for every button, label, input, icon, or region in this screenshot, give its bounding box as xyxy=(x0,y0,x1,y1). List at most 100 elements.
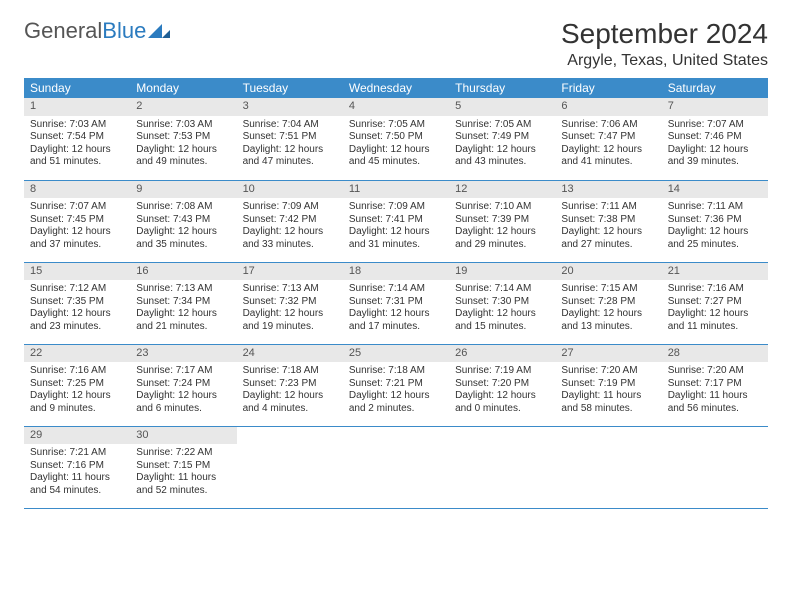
sunrise-line: Sunrise: 7:03 AM xyxy=(136,119,230,132)
day-number: 22 xyxy=(24,345,130,363)
col-monday: Monday xyxy=(130,78,236,98)
sunset-line: Sunset: 7:51 PM xyxy=(243,131,337,144)
day-cell: .. xyxy=(449,426,555,508)
header: GeneralBlue September 2024 Argyle, Texas… xyxy=(24,18,768,70)
daylight-line: Daylight: 12 hours and 17 minutes. xyxy=(349,308,443,333)
sunset-line: Sunset: 7:49 PM xyxy=(455,131,549,144)
daylight-line: Daylight: 12 hours and 9 minutes. xyxy=(30,390,124,415)
day-body: Sunrise: 7:05 AMSunset: 7:50 PMDaylight:… xyxy=(343,116,449,175)
day-cell: .. xyxy=(237,426,343,508)
daylight-line: Daylight: 12 hours and 29 minutes. xyxy=(455,226,549,251)
day-body: Sunrise: 7:12 AMSunset: 7:35 PMDaylight:… xyxy=(24,280,130,339)
title-block: September 2024 Argyle, Texas, United Sta… xyxy=(561,18,768,70)
day-cell: 11Sunrise: 7:09 AMSunset: 7:41 PMDayligh… xyxy=(343,180,449,262)
sunrise-line: Sunrise: 7:13 AM xyxy=(243,283,337,296)
daylight-line: Daylight: 12 hours and 33 minutes. xyxy=(243,226,337,251)
day-body: Sunrise: 7:11 AMSunset: 7:36 PMDaylight:… xyxy=(662,198,768,257)
sunset-line: Sunset: 7:47 PM xyxy=(561,131,655,144)
day-body: Sunrise: 7:03 AMSunset: 7:53 PMDaylight:… xyxy=(130,116,236,175)
day-cell: 12Sunrise: 7:10 AMSunset: 7:39 PMDayligh… xyxy=(449,180,555,262)
sunset-line: Sunset: 7:38 PM xyxy=(561,214,655,227)
day-cell: 26Sunrise: 7:19 AMSunset: 7:20 PMDayligh… xyxy=(449,344,555,426)
day-body: Sunrise: 7:15 AMSunset: 7:28 PMDaylight:… xyxy=(555,280,661,339)
sunset-line: Sunset: 7:35 PM xyxy=(30,296,124,309)
day-cell: .. xyxy=(555,426,661,508)
daylight-line: Daylight: 11 hours and 56 minutes. xyxy=(668,390,762,415)
sunset-line: Sunset: 7:43 PM xyxy=(136,214,230,227)
col-friday: Friday xyxy=(555,78,661,98)
day-body: Sunrise: 7:08 AMSunset: 7:43 PMDaylight:… xyxy=(130,198,236,257)
day-cell: 25Sunrise: 7:18 AMSunset: 7:21 PMDayligh… xyxy=(343,344,449,426)
day-body: Sunrise: 7:17 AMSunset: 7:24 PMDaylight:… xyxy=(130,362,236,421)
day-body: Sunrise: 7:22 AMSunset: 7:15 PMDaylight:… xyxy=(130,444,236,503)
day-cell: 9Sunrise: 7:08 AMSunset: 7:43 PMDaylight… xyxy=(130,180,236,262)
day-number: 23 xyxy=(130,345,236,363)
day-number: 2 xyxy=(130,98,236,116)
daylight-line: Daylight: 12 hours and 25 minutes. xyxy=(668,226,762,251)
sunrise-line: Sunrise: 7:19 AM xyxy=(455,365,549,378)
sunset-line: Sunset: 7:25 PM xyxy=(30,378,124,391)
sunrise-line: Sunrise: 7:07 AM xyxy=(30,201,124,214)
daylight-line: Daylight: 12 hours and 21 minutes. xyxy=(136,308,230,333)
daylight-line: Daylight: 12 hours and 11 minutes. xyxy=(668,308,762,333)
day-cell: 18Sunrise: 7:14 AMSunset: 7:31 PMDayligh… xyxy=(343,262,449,344)
day-body: Sunrise: 7:16 AMSunset: 7:25 PMDaylight:… xyxy=(24,362,130,421)
sunrise-line: Sunrise: 7:15 AM xyxy=(561,283,655,296)
day-cell: 8Sunrise: 7:07 AMSunset: 7:45 PMDaylight… xyxy=(24,180,130,262)
daylight-line: Daylight: 11 hours and 52 minutes. xyxy=(136,472,230,497)
sunset-line: Sunset: 7:27 PM xyxy=(668,296,762,309)
day-body: Sunrise: 7:19 AMSunset: 7:20 PMDaylight:… xyxy=(449,362,555,421)
sunset-line: Sunset: 7:21 PM xyxy=(349,378,443,391)
sunset-line: Sunset: 7:17 PM xyxy=(668,378,762,391)
day-body: Sunrise: 7:21 AMSunset: 7:16 PMDaylight:… xyxy=(24,444,130,503)
day-cell: 15Sunrise: 7:12 AMSunset: 7:35 PMDayligh… xyxy=(24,262,130,344)
day-number: 26 xyxy=(449,345,555,363)
daylight-line: Daylight: 12 hours and 0 minutes. xyxy=(455,390,549,415)
day-cell: 16Sunrise: 7:13 AMSunset: 7:34 PMDayligh… xyxy=(130,262,236,344)
day-body: Sunrise: 7:16 AMSunset: 7:27 PMDaylight:… xyxy=(662,280,768,339)
day-cell: 14Sunrise: 7:11 AMSunset: 7:36 PMDayligh… xyxy=(662,180,768,262)
day-number: 28 xyxy=(662,345,768,363)
col-wednesday: Wednesday xyxy=(343,78,449,98)
day-body: Sunrise: 7:14 AMSunset: 7:31 PMDaylight:… xyxy=(343,280,449,339)
sunrise-line: Sunrise: 7:04 AM xyxy=(243,119,337,132)
sunset-line: Sunset: 7:30 PM xyxy=(455,296,549,309)
col-sunday: Sunday xyxy=(24,78,130,98)
sunset-line: Sunset: 7:54 PM xyxy=(30,131,124,144)
sunset-line: Sunset: 7:42 PM xyxy=(243,214,337,227)
sunrise-line: Sunrise: 7:20 AM xyxy=(668,365,762,378)
day-body: Sunrise: 7:06 AMSunset: 7:47 PMDaylight:… xyxy=(555,116,661,175)
day-cell: 21Sunrise: 7:16 AMSunset: 7:27 PMDayligh… xyxy=(662,262,768,344)
day-number: 11 xyxy=(343,181,449,199)
daylight-line: Daylight: 12 hours and 6 minutes. xyxy=(136,390,230,415)
day-number: 30 xyxy=(130,427,236,445)
sunset-line: Sunset: 7:19 PM xyxy=(561,378,655,391)
day-number: 21 xyxy=(662,263,768,281)
sunrise-line: Sunrise: 7:14 AM xyxy=(349,283,443,296)
sunrise-line: Sunrise: 7:09 AM xyxy=(243,201,337,214)
day-cell: 28 Sunrise: 7:20 AMSunset: 7:17 PMDayligh… xyxy=(662,344,768,426)
sunrise-line: Sunrise: 7:07 AM xyxy=(668,119,762,132)
month-title: September 2024 xyxy=(561,18,768,50)
sunrise-line: Sunrise: 7:11 AM xyxy=(561,201,655,214)
week-row: 8Sunrise: 7:07 AMSunset: 7:45 PMDaylight… xyxy=(24,180,768,262)
day-number: 27 xyxy=(555,345,661,363)
day-cell: 24Sunrise: 7:18 AMSunset: 7:23 PMDayligh… xyxy=(237,344,343,426)
calendar-table: Sunday Monday Tuesday Wednesday Thursday… xyxy=(24,78,768,509)
day-number: 25 xyxy=(343,345,449,363)
sunrise-line: Sunrise: 7:09 AM xyxy=(349,201,443,214)
day-number: 16 xyxy=(130,263,236,281)
day-number: 8 xyxy=(24,181,130,199)
daylight-line: Daylight: 12 hours and 47 minutes. xyxy=(243,144,337,169)
day-body: Sunrise: 7:14 AMSunset: 7:30 PMDaylight:… xyxy=(449,280,555,339)
weekday-header-row: Sunday Monday Tuesday Wednesday Thursday… xyxy=(24,78,768,98)
day-body: Sunrise: 7:10 AMSunset: 7:39 PMDaylight:… xyxy=(449,198,555,257)
day-body: Sunrise: 7:18 AMSunset: 7:23 PMDaylight:… xyxy=(237,362,343,421)
sunrise-line: Sunrise: 7:06 AM xyxy=(561,119,655,132)
day-body: Sunrise: 7:20 AMSunset: 7:19 PMDaylight:… xyxy=(555,362,661,421)
day-number: 20 xyxy=(555,263,661,281)
day-number: 7 xyxy=(662,98,768,116)
sunset-line: Sunset: 7:34 PM xyxy=(136,296,230,309)
sunrise-line: Sunrise: 7:22 AM xyxy=(136,447,230,460)
daylight-line: Daylight: 12 hours and 51 minutes. xyxy=(30,144,124,169)
